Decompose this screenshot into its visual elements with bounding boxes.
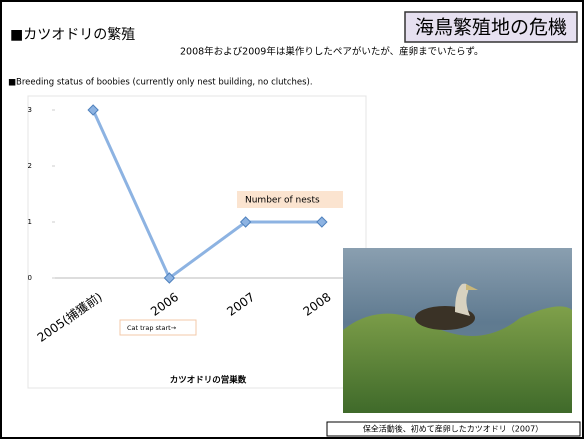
- badge: 海鳥繁殖地の危機: [415, 17, 567, 39]
- y-tick-label: 2: [28, 162, 32, 170]
- badge-box: [404, 11, 578, 43]
- data-point: [316, 216, 328, 228]
- series-line: [91, 109, 322, 281]
- annotation-box: [119, 319, 197, 336]
- chart-frame: [27, 95, 367, 389]
- annotation: Cat trap start→: [127, 324, 177, 332]
- legend-label: Number of nests: [245, 196, 320, 206]
- photo-bird-beak: [466, 284, 478, 290]
- x-axis-title: カツオドリの営巣数: [170, 375, 247, 386]
- note: 2008年および2009年は巣作りしたペアがいたが、産卵までいたらず。: [180, 46, 484, 58]
- y-tick-label: 3: [28, 106, 32, 114]
- legend-box: [237, 191, 343, 208]
- caption-box: [326, 421, 581, 437]
- data-point: [163, 272, 176, 284]
- photo-caption: 保全活動後、初めて産卵したカツオドリ（2007）: [363, 424, 543, 434]
- y-tick-label: 0: [28, 274, 32, 282]
- slide-title: ■カツオドリの繁殖: [10, 26, 135, 43]
- y-tick-label: 1: [28, 218, 32, 226]
- photo-bird-neck: [455, 283, 470, 316]
- photo-grass: [343, 306, 572, 413]
- data-point: [87, 104, 99, 116]
- subtitle: ■Breeding status of boobies (currently o…: [8, 78, 313, 88]
- data-point: [239, 216, 252, 228]
- photo: [343, 248, 572, 413]
